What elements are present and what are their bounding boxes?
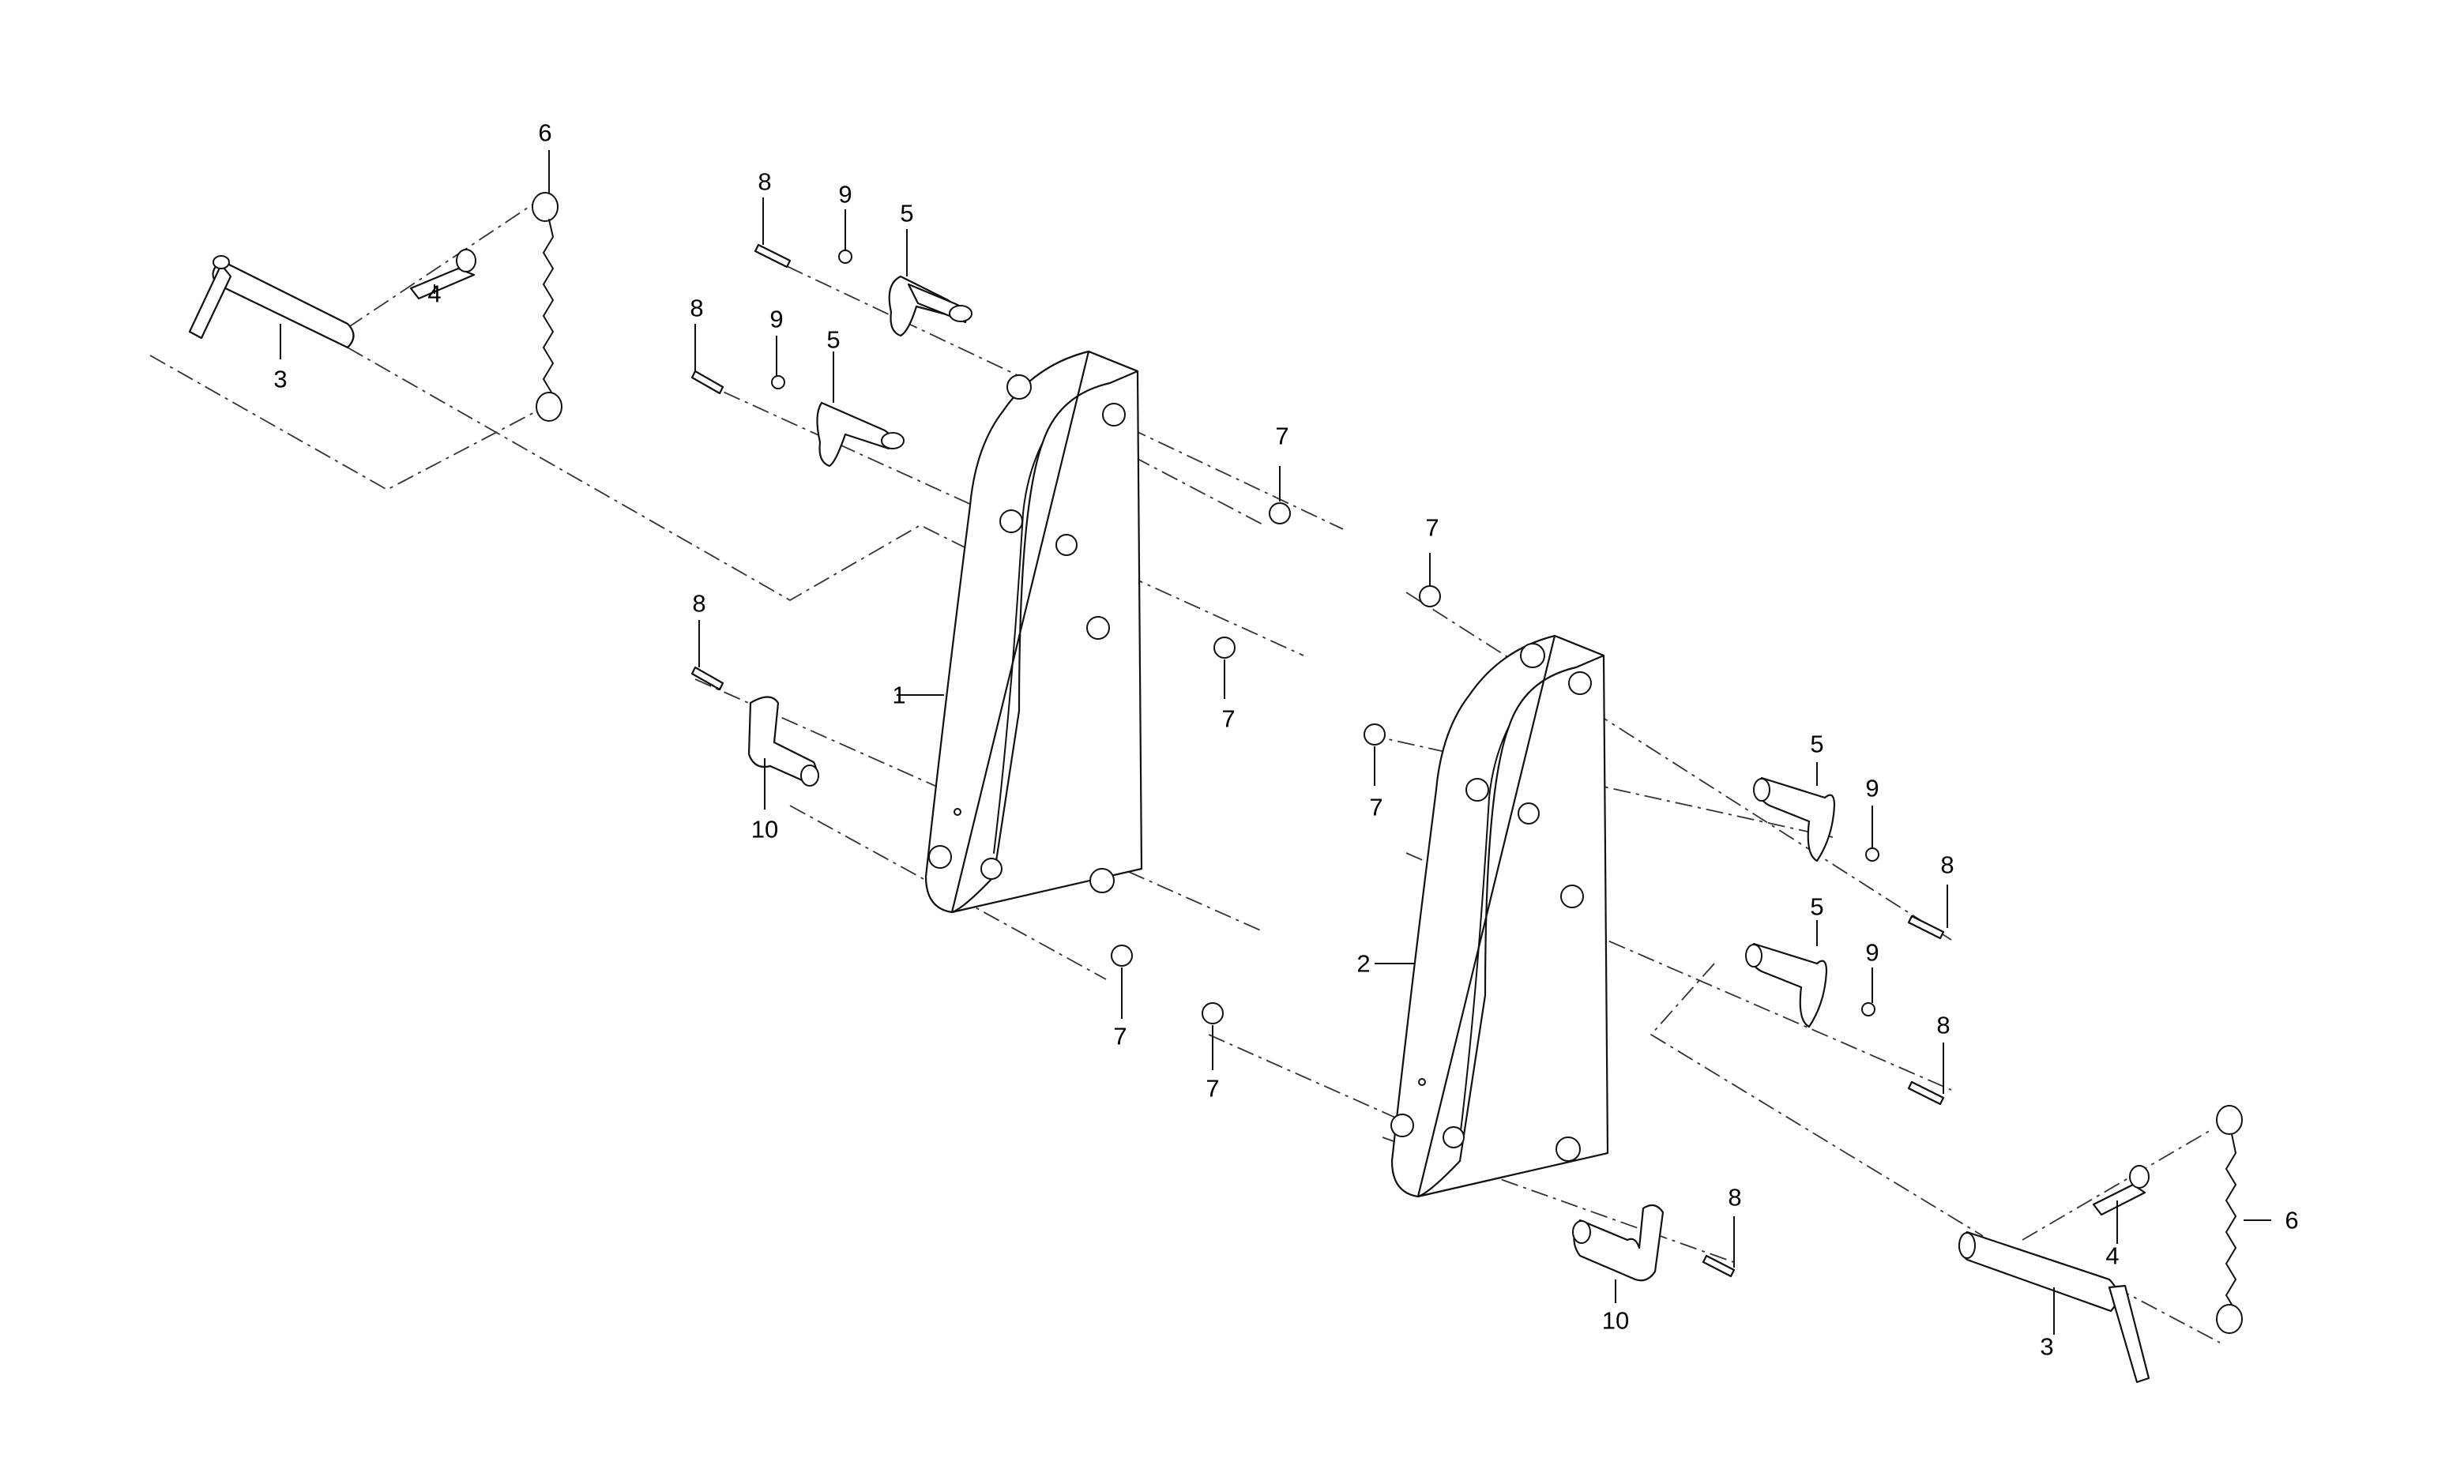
callout-7: 7 xyxy=(1221,705,1235,733)
callout-labels: 1 2 3 3 4 4 5 5 5 5 6 6 7 7 7 7 7 7 8 8 … xyxy=(273,119,2298,1361)
callout-8: 8 xyxy=(1936,1012,1950,1039)
callout-5: 5 xyxy=(900,200,913,227)
lower-pin xyxy=(747,696,819,787)
callout-8: 8 xyxy=(1940,851,1954,879)
callout-8: 8 xyxy=(1728,1184,1741,1212)
pivot-pin xyxy=(888,275,972,337)
leader-lines xyxy=(280,150,2271,1335)
frame-right xyxy=(1390,634,1609,1198)
callout-7: 7 xyxy=(1425,514,1439,542)
pivot-pin xyxy=(1753,776,1836,862)
callout-4: 4 xyxy=(427,280,441,308)
callout-10: 10 xyxy=(1602,1307,1629,1335)
nut xyxy=(771,250,1879,1016)
callout-6: 6 xyxy=(538,119,551,147)
chain xyxy=(2216,1105,2243,1334)
frame-left xyxy=(924,350,1143,914)
screw xyxy=(690,243,1945,1278)
callout-5: 5 xyxy=(1810,731,1823,758)
callout-4: 4 xyxy=(2105,1242,2119,1270)
callout-2: 2 xyxy=(1356,950,1370,978)
lock-pin xyxy=(188,255,355,349)
callout-1: 1 xyxy=(892,682,905,709)
clip xyxy=(2092,1165,2150,1216)
callout-5: 5 xyxy=(826,326,840,354)
callout-7: 7 xyxy=(1369,794,1382,821)
callout-8: 8 xyxy=(758,168,771,196)
callout-6: 6 xyxy=(2285,1207,2298,1234)
callout-9: 9 xyxy=(1865,939,1879,967)
callout-3: 3 xyxy=(273,366,287,393)
callout-8: 8 xyxy=(692,590,705,618)
callout-9: 9 xyxy=(838,181,852,209)
lock-pin xyxy=(1958,1230,2150,1384)
pivot-pin xyxy=(816,401,905,468)
assembly-lines xyxy=(149,201,2221,1343)
callout-8: 8 xyxy=(690,295,703,322)
lower-pin xyxy=(1572,1204,1665,1282)
callout-7: 7 xyxy=(1275,423,1288,450)
callout-10: 10 xyxy=(751,816,778,843)
callout-9: 9 xyxy=(769,306,783,333)
callout-9: 9 xyxy=(1865,775,1879,802)
callout-7: 7 xyxy=(1113,1023,1127,1050)
chain xyxy=(532,192,562,422)
clip xyxy=(409,249,476,300)
retaining-ring xyxy=(1111,502,1441,1024)
pivot-pin xyxy=(1745,942,1828,1028)
callout-3: 3 xyxy=(2040,1333,2053,1361)
callout-5: 5 xyxy=(1810,893,1823,921)
callout-7: 7 xyxy=(1206,1075,1219,1103)
